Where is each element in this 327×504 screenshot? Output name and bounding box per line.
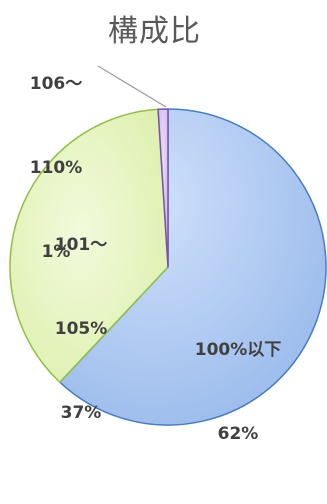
slice-label-101-105-line2: 105% (54, 319, 108, 339)
leader-line (97, 65, 167, 108)
slice-label-101-105-percent: 37% (60, 403, 102, 423)
slice-label-100-or-less-name: 100%以下 (194, 340, 282, 360)
slice-label-106-110-percent: 1% (41, 242, 71, 262)
pie-slice-101-105 (9, 108, 169, 383)
pie-slice-106-110 (157, 108, 169, 268)
slice-label-100-or-less-percent: 62% (217, 424, 259, 444)
pie-chart: 構成比 100%以下 62% 101～ 105% 37% 106～ 110% 1… (6, 14, 327, 444)
slice-label-100-or-less: 100%以下 62% (168, 280, 308, 504)
slice-label-106-110-line1: 106～ (29, 74, 83, 94)
slice-label-106-110-line2: 110% (29, 158, 83, 178)
pie-slice-100-or-less (59, 108, 327, 426)
slice-label-101-105: 101～ 105% 37% (26, 175, 136, 483)
chart-title: 構成比 (108, 14, 201, 49)
pie-svg (9, 65, 327, 426)
slice-label-106-110: 106～ 110% 1% (6, 14, 106, 322)
slice-label-101-105-line1: 101～ (54, 235, 108, 255)
